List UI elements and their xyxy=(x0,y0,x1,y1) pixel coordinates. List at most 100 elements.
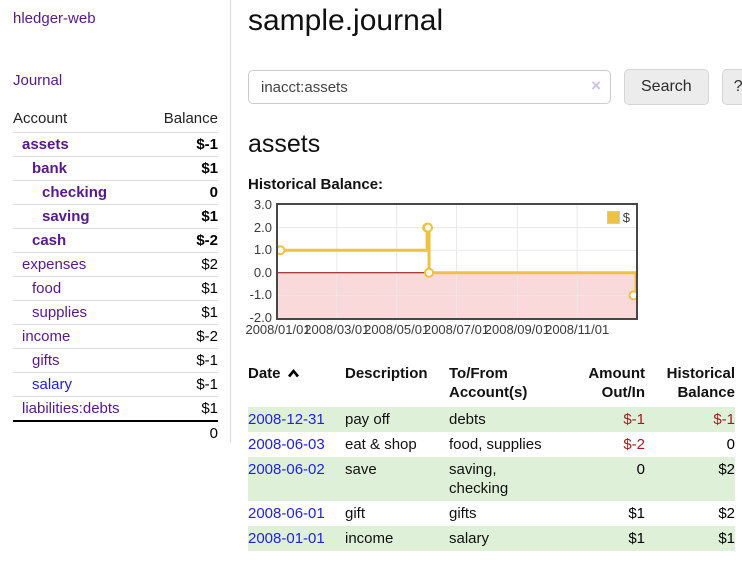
account-link-saving[interactable]: saving xyxy=(42,208,90,225)
search-form: × Search ? xyxy=(248,69,742,105)
account-link-gifts[interactable]: gifts xyxy=(32,352,60,369)
register-col-historical: Historical Balance xyxy=(666,365,735,401)
x-axis-tick-label: 2008/05/01 xyxy=(364,322,430,337)
register-col-date[interactable]: Date xyxy=(248,363,345,407)
transaction-amount: $1 xyxy=(628,505,645,522)
account-balance: $-1 xyxy=(148,348,218,373)
account-row-checking: checking 0 xyxy=(13,180,218,205)
transaction-amount: $-2 xyxy=(623,436,645,453)
main-content: sample.journal × Search ? assets Histori… xyxy=(245,0,742,551)
account-row-expenses: expenses $2 xyxy=(13,252,218,277)
account-balance: $1 xyxy=(148,300,218,325)
transaction-description: gift xyxy=(345,505,366,522)
transaction-date-link[interactable]: 2008-06-01 xyxy=(248,505,325,522)
y-axis-tick-label: -1.0 xyxy=(249,287,272,303)
chart-plot-area: $ xyxy=(276,203,638,320)
transaction-description: save xyxy=(345,457,449,501)
account-row-bank: bank $1 xyxy=(13,156,218,181)
transaction-historical: $2 xyxy=(645,457,735,501)
y-axis-tick-label: 0.0 xyxy=(253,264,272,280)
y-axis-tick-label: 2.0 xyxy=(253,219,272,235)
help-button[interactable]: ? xyxy=(721,69,742,105)
app-brand-link[interactable]: hledger-web xyxy=(13,10,96,27)
sort-ascending-icon xyxy=(287,364,300,383)
historical-balance-chart: $ 3.0 2.0 1.0 0.0 -1.0 -2.0 2008/01/01 2008/03/… xyxy=(245,197,742,339)
transaction-description: pay off xyxy=(345,407,449,432)
accounts-total-value: 0 xyxy=(148,420,218,445)
transaction-date-link[interactable]: 2008-01-01 xyxy=(248,530,325,547)
account-row-salary: salary $-1 xyxy=(13,372,218,397)
transaction-accounts: debts xyxy=(449,407,565,432)
accounts-table: Account Balance assets $-1 bank $1 check… xyxy=(13,108,218,445)
account-link-income[interactable]: income xyxy=(22,328,71,345)
register-row: 2008-01-01 income salary $1 $1 xyxy=(248,526,735,551)
account-row-food: food $1 xyxy=(13,276,218,301)
register-header-row: Date Description To/From Account(s) Amou… xyxy=(248,363,735,407)
legend-swatch xyxy=(606,211,620,224)
transaction-accounts: saving, checking xyxy=(449,457,565,501)
legend-label: $ xyxy=(622,210,630,225)
account-link-bank[interactable]: bank xyxy=(32,160,68,177)
transaction-date-link[interactable]: 2008-12-31 xyxy=(248,411,325,428)
account-link-checking[interactable]: checking xyxy=(42,184,108,201)
search-input[interactable] xyxy=(248,70,611,104)
transaction-amount: 0 xyxy=(565,457,645,501)
account-balance: $-2 xyxy=(148,324,218,349)
account-balance: $1 xyxy=(148,156,218,181)
account-link-expenses[interactable]: expenses xyxy=(22,256,87,273)
account-row-liabilities-debts: liabilities:debts $1 xyxy=(13,397,218,422)
transaction-accounts: salary xyxy=(449,526,565,551)
register-col-description: Description xyxy=(345,365,428,382)
accounts-col-balance: Balance xyxy=(148,108,218,133)
y-axis-tick-label: 1.0 xyxy=(253,242,272,258)
search-button[interactable]: Search xyxy=(624,69,709,105)
account-balance: $-1 xyxy=(148,372,218,397)
account-link-cash[interactable]: cash xyxy=(32,232,67,249)
transaction-historical: $-1 xyxy=(645,407,735,432)
page-title: sample.journal xyxy=(248,4,444,37)
chart-series xyxy=(278,205,636,318)
register-row: 2008-06-03 eat & shop food, supplies $-2… xyxy=(248,432,735,457)
register-row: 2008-06-01 gift gifts $1 $2 xyxy=(248,501,735,526)
account-link-assets[interactable]: assets xyxy=(22,136,69,153)
y-axis-tick-label: -2.0 xyxy=(249,310,272,325)
transaction-historical: $1 xyxy=(645,526,735,551)
account-row-gifts: gifts $-1 xyxy=(13,348,218,373)
transaction-description: income xyxy=(345,526,449,551)
register-row: 2008-06-02 save saving, checking 0 $2 xyxy=(248,457,735,501)
account-link-supplies[interactable]: supplies xyxy=(32,304,88,321)
transaction-historical: $2 xyxy=(718,505,735,522)
account-link-liabilities-debts[interactable]: liabilities:debts xyxy=(22,400,120,417)
register-col-amount: Amount Out/In xyxy=(588,365,645,401)
chart-title: Historical Balance: xyxy=(248,176,384,193)
account-link-salary[interactable]: salary xyxy=(32,376,73,393)
account-balance: $-1 xyxy=(148,132,218,157)
x-axis-tick-label: 2008/09/01 xyxy=(484,322,550,337)
transaction-accounts: food, supplies xyxy=(449,436,542,453)
accounts-total-row: 0 xyxy=(13,420,218,445)
clear-search-icon[interactable]: × xyxy=(591,76,601,95)
transaction-date-link[interactable]: 2008-06-03 xyxy=(248,436,325,453)
account-row-income: income $-2 xyxy=(13,324,218,349)
account-row-supplies: supplies $1 xyxy=(13,300,218,325)
transaction-amount: $-1 xyxy=(565,407,645,432)
account-balance: $-2 xyxy=(148,228,218,253)
register-col-date-label: Date xyxy=(248,365,281,382)
account-row-assets: assets $-1 xyxy=(13,132,218,157)
accounts-header-row: Account Balance xyxy=(13,108,218,133)
account-balance: $1 xyxy=(148,204,218,229)
account-heading: assets xyxy=(248,130,321,158)
chart-legend: $ xyxy=(605,209,631,226)
account-link-food[interactable]: food xyxy=(32,280,62,297)
account-row-cash: cash $-2 xyxy=(13,228,218,253)
transaction-description: eat & shop xyxy=(345,436,417,453)
x-axis-tick-label: 2008/11/01 xyxy=(545,322,610,337)
sidebar: hledger-web Journal Account Balance asse… xyxy=(0,0,231,445)
transaction-date-link[interactable]: 2008-06-02 xyxy=(248,461,325,478)
sidebar-item-journal[interactable]: Journal xyxy=(13,72,63,89)
x-axis-tick-label: 2008/01/01 xyxy=(245,322,311,337)
account-row-saving: saving $1 xyxy=(13,204,218,229)
x-axis-tick-label: 2008/03/01 xyxy=(304,322,370,337)
register-table: Date Description To/From Account(s) Amou… xyxy=(248,363,735,551)
transaction-historical: 0 xyxy=(726,436,735,453)
